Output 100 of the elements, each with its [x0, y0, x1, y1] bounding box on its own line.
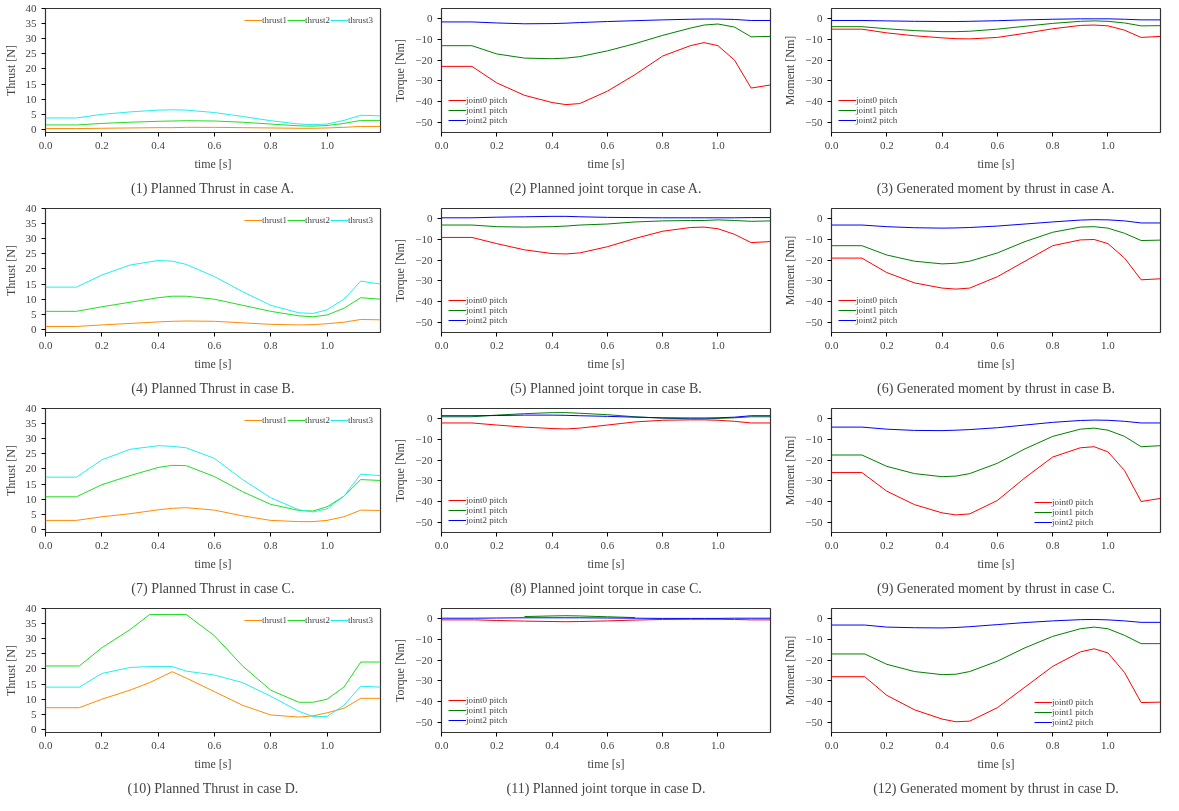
x-tick-label: 1.0 [1101, 138, 1116, 151]
x-tick-label: 0.0 [824, 338, 839, 351]
y-tick-label: −20 [805, 453, 823, 466]
y-tick-label: −10 [415, 633, 433, 645]
x-axis-title: time [s] [587, 756, 625, 771]
x-axis-title: time [s] [977, 356, 1015, 371]
x-tick-label: 0.6 [207, 538, 222, 551]
y-tick-label: 25 [25, 447, 37, 460]
y-tick-label: −20 [805, 53, 823, 66]
y-tick-label: −20 [415, 253, 433, 266]
y-tick-label: 20 [25, 62, 37, 75]
y-tick-label: −20 [415, 53, 433, 66]
text: (3) Generated moment by thrust in case A. [876, 180, 1115, 197]
x-tick-label: 0.8 [655, 138, 671, 151]
y-tick-label: 15 [25, 677, 37, 690]
legend-label: joint0 pitch [1052, 497, 1094, 507]
x-tick-label: 0.0 [38, 338, 53, 351]
legend-label: thrust2 [304, 15, 330, 25]
x-axis-title: time [s] [194, 756, 232, 771]
y-tick-label: 25 [25, 647, 37, 660]
x-tick-label: 0.0 [38, 738, 53, 751]
text: (2) Planned joint torque in case A. [509, 180, 702, 197]
y-tick-label: 0 [31, 322, 37, 335]
x-tick-label: 0.8 [1045, 738, 1061, 751]
x-tick-label: 0.0 [434, 138, 449, 151]
x-tick-label: 0.2 [879, 538, 894, 551]
y-tick-label: −40 [805, 695, 823, 707]
y-tick-label: 40 [25, 202, 37, 214]
text: (5) Planned joint torque in case B. [510, 380, 702, 397]
y-axis-title: Torque [Nm] [393, 39, 408, 102]
y-tick-label: 35 [25, 17, 37, 30]
y-tick-label: 25 [25, 47, 37, 60]
x-tick-label: 0.0 [824, 738, 839, 751]
x-axis-title: time [s] [194, 156, 232, 171]
x-tick-label: 0.4 [151, 538, 166, 551]
x-tick-label: 0.6 [207, 738, 222, 751]
legend-label: thrust2 [304, 415, 330, 425]
x-tick-label: 1.0 [711, 338, 726, 351]
x-tick-label: 0.2 [879, 738, 894, 751]
y-tick-label: 20 [25, 262, 37, 275]
legend-label: joint2 pitch [466, 515, 508, 525]
x-tick-label: 0.4 [545, 738, 560, 751]
legend-label: joint0 pitch [1052, 697, 1094, 707]
y-tick-label: −40 [415, 295, 433, 307]
legend-label: joint2 pitch [466, 315, 508, 325]
y-tick-label: 10 [25, 492, 37, 505]
y-tick-label: 10 [25, 92, 37, 105]
y-tick-label: −50 [805, 515, 823, 528]
text: (11) Planned joint torque in case D. [506, 780, 706, 797]
legend-label: joint1 pitch [1052, 707, 1094, 717]
x-tick-label: 1.0 [320, 738, 335, 751]
x-tick-label: 0.8 [263, 738, 279, 751]
legend-label: joint1 pitch [466, 505, 508, 515]
y-tick-label: 0 [427, 412, 433, 425]
x-tick-label: 1.0 [320, 538, 335, 551]
y-tick-label: −10 [415, 433, 433, 445]
y-tick-label: 40 [25, 402, 37, 414]
x-tick-label: 0.4 [151, 138, 166, 151]
y-tick-label: −40 [415, 95, 433, 107]
x-tick-label: 1.0 [1101, 338, 1116, 351]
y-axis-title: Torque [Nm] [393, 639, 408, 702]
y-axis-title: Moment [Nm] [783, 235, 798, 306]
legend-label: joint0 pitch [466, 295, 508, 305]
y-axis-title: Thrust [N] [3, 44, 18, 96]
y-tick-label: 5 [31, 107, 37, 120]
y-tick-label: −50 [415, 315, 433, 328]
y-tick-label: 20 [25, 462, 37, 475]
x-tick-label: 0.8 [655, 338, 671, 351]
legend-label: joint1 pitch [466, 105, 508, 115]
y-tick-label: −40 [805, 295, 823, 307]
y-tick-label: −50 [415, 515, 433, 528]
x-tick-label: 0.2 [94, 138, 109, 151]
x-tick-label: 0.6 [600, 738, 615, 751]
y-tick-label: 0 [817, 612, 823, 625]
y-tick-label: 0 [817, 412, 823, 425]
legend-label: thrust3 [347, 15, 373, 25]
y-axis-title: Thrust [N] [3, 244, 18, 296]
y-tick-label: −20 [805, 653, 823, 666]
y-tick-label: 0 [427, 612, 433, 625]
x-tick-label: 0.6 [990, 738, 1005, 751]
legend-label: thrust2 [304, 615, 330, 625]
x-axis-title: time [s] [587, 156, 625, 171]
x-tick-label: 0.6 [600, 338, 615, 351]
x-tick-label: 0.2 [94, 738, 109, 751]
y-tick-label: 30 [25, 632, 37, 645]
legend-label: joint1 pitch [466, 305, 508, 315]
x-tick-label: 0.0 [38, 138, 53, 151]
y-tick-label: 25 [25, 247, 37, 260]
x-tick-label: 0.2 [94, 538, 109, 551]
legend-label: thrust3 [347, 415, 373, 425]
y-tick-label: 35 [25, 417, 37, 430]
x-tick-label: 1.0 [711, 538, 726, 551]
x-tick-label: 1.0 [711, 738, 726, 751]
legend-label: joint2 pitch [466, 115, 508, 125]
x-tick-label: 0.6 [207, 338, 222, 351]
x-tick-label: 0.8 [263, 138, 279, 151]
x-tick-label: 0.2 [879, 338, 894, 351]
y-tick-label: −40 [805, 495, 823, 507]
y-tick-label: −10 [805, 433, 823, 445]
legend-label: joint1 pitch [1052, 507, 1094, 517]
